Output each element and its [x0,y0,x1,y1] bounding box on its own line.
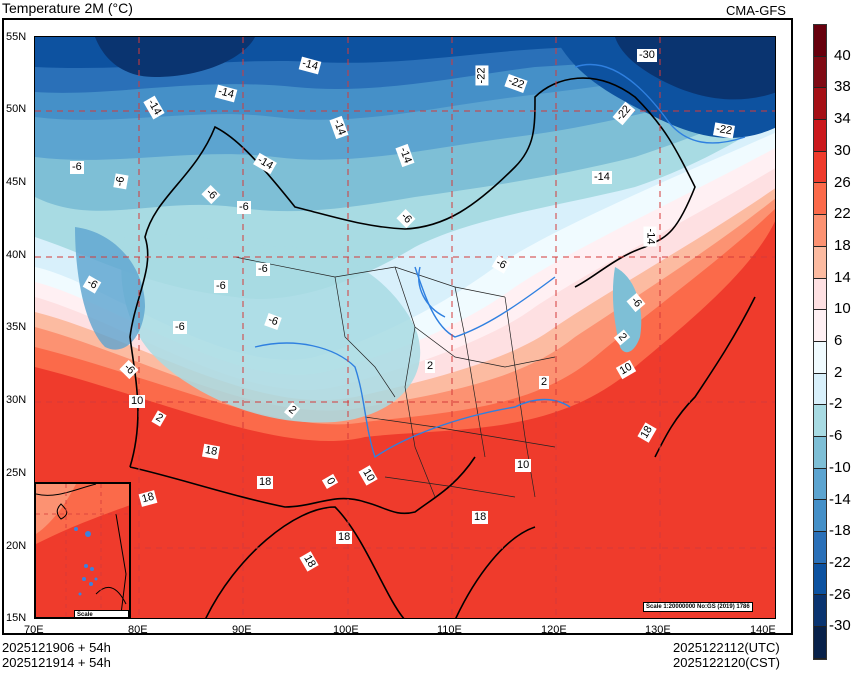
colorbar-segment [814,56,826,89]
colorbar-tick-label: -22 [829,553,851,571]
lon-label-140e: 140E [750,624,776,636]
colorbar-segment [814,468,826,501]
colorbar-tick-label: 34 [834,110,851,128]
colorbar-segment [814,341,826,374]
lat-label-35n: 35N [6,321,27,333]
colorbar-segment [814,373,826,406]
colorbar-segment [814,88,826,121]
lat-label-15n: 15N [6,612,27,624]
lat-label-50n: 50N [6,103,27,115]
contour-label: -6 [237,201,251,214]
lon-label-90e: 90E [232,624,252,636]
colorbar-tick-label: 10 [834,300,851,318]
colorbar-tick-label: 18 [834,236,851,254]
contour-label: 18 [336,531,353,544]
colorbar-segment [814,563,826,596]
inset-temperature-field [36,484,129,617]
contour-label: -14 [643,226,657,247]
contour-label: 10 [515,459,532,472]
colorbar-tick-label: -18 [829,522,851,540]
contour-label: -6 [214,280,228,293]
main-scale-label: Scale 1:20000000 No:GS (2019) 1786 [643,602,753,612]
lat-label-40n: 40N [6,249,27,261]
lon-label-130e: 130E [645,624,671,636]
graticule [35,37,775,618]
inset-scale-label: Scale 1:40000000 [74,610,129,617]
colorbar-segment [814,500,826,532]
colorbar-tick-label: -26 [829,585,851,603]
contour-label: 18 [472,511,489,524]
contour-label: 18 [201,443,221,460]
temperature-colorbar [813,24,827,660]
colorbar-segment [814,215,826,247]
colorbar-segment [814,246,826,279]
colorbar-segment [814,183,826,216]
lat-label-20n: 20N [6,540,27,552]
rivers [254,63,746,459]
contour-label: -6 [113,173,129,190]
colorbar-tick-label: 38 [834,78,851,96]
colorbar-segment [814,595,826,628]
contour-label: -6 [256,263,270,276]
lat-label-45n: 45N [6,176,27,188]
init-time-utc: 2025121906 + 54h [2,640,111,655]
colorbar-tick-label: -6 [829,427,843,445]
colorbar-segment [814,310,826,342]
chart-title: Temperature 2M (°C) [2,0,133,16]
contour-label: 10 [129,395,146,408]
contour-label: -6 [173,321,187,334]
contour-label: -14 [592,171,612,184]
colorbar-segment [814,532,826,564]
colorbar-tick-label: 2 [834,363,843,381]
colorbar-segment [814,120,826,152]
colorbar-tick-label: -10 [829,458,851,476]
colorbar-tick-label: 40 [834,46,851,64]
temperature-field [35,37,775,618]
contour-label: 2 [425,360,436,373]
colorbar-tick-label: 6 [834,332,843,349]
lon-label-110e: 110E [437,624,462,636]
colorbar-segment [814,405,826,437]
colorbar-segment [814,627,826,659]
lon-label-100e: 100E [333,624,359,636]
colorbar-tick-label: 22 [834,205,851,223]
colorbar-tick-label: -30 [829,617,851,635]
lon-label-70e: 70E [24,624,44,636]
contour-label: -30 [637,49,657,62]
colorbar-tick-label: 30 [834,141,851,159]
plot-frame [2,18,793,635]
lat-label-30n: 30N [6,394,27,406]
colorbar-segment [814,436,826,469]
colorbar-segment [814,278,826,311]
colorbar-tick-label: 26 [834,173,851,191]
colorbar-tick-label: -2 [829,395,843,413]
country-borders [129,77,756,618]
model-source-label: CMA-GFS [726,3,786,18]
contour-label: -6 [70,161,84,174]
colorbar-tick-label: -14 [829,490,851,508]
valid-time-cst: 2025122120(CST) [673,655,780,670]
init-time-cst: 2025121914 + 54h [2,655,111,670]
valid-time-utc: 2025122112(UTC) [673,640,780,655]
contour-label: 2 [539,376,550,389]
temperature-map: Scale 1:20000000 No:GS (2019) 1786 [34,36,776,619]
lat-label-25n: 25N [6,467,27,479]
contour-label: -22 [475,65,489,86]
colorbar-tick-label: 14 [834,268,851,286]
colorbar-segment [814,151,826,184]
lat-label-55n: 55N [6,31,27,43]
lon-label-120e: 120E [541,624,567,636]
colorbar-segment [814,25,826,57]
contour-label: 18 [257,476,274,489]
lon-label-80e: 80E [128,624,148,636]
south-china-sea-inset: Scale 1:40000000 [34,482,131,619]
